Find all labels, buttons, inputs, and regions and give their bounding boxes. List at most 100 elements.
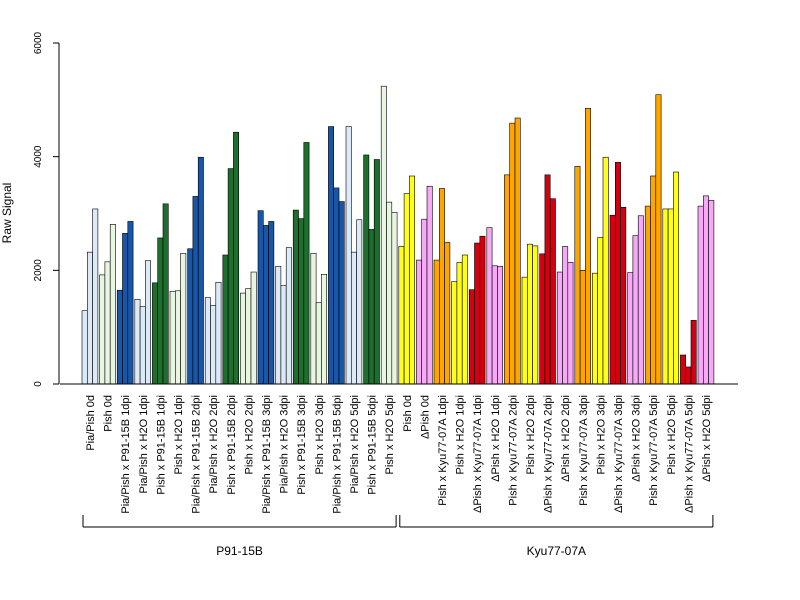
bar xyxy=(504,174,510,385)
bar xyxy=(210,305,217,385)
bar xyxy=(421,218,428,385)
bar xyxy=(363,154,370,385)
bar xyxy=(451,281,458,385)
bar xyxy=(139,306,146,385)
bar xyxy=(81,310,88,385)
group-brackets: P91-15B Kyu77-07A xyxy=(82,515,714,558)
bar xyxy=(662,208,669,385)
bar xyxy=(556,271,563,385)
x-tick-label: ΔPish x Kyu77-07A 5dpi xyxy=(683,395,695,513)
x-tick-label: Pish x H2O 1dpi xyxy=(455,395,467,474)
bar xyxy=(333,187,340,385)
x-tick-label: ΔPish x H2O 5dpi xyxy=(701,395,713,482)
bar xyxy=(380,85,387,385)
x-tick-label: Pia/Pish x H2O 1dpi xyxy=(138,395,150,493)
bar xyxy=(667,208,674,385)
bar xyxy=(549,198,556,385)
bar xyxy=(614,162,621,385)
bar xyxy=(250,271,257,385)
bar xyxy=(592,272,599,385)
bar xyxy=(497,266,503,385)
bar xyxy=(315,302,322,385)
x-tick-label: Pish x Kyu77-07A 3dpi xyxy=(578,395,590,506)
bar xyxy=(303,142,310,385)
bar xyxy=(585,108,592,385)
bar xyxy=(240,292,246,385)
bar xyxy=(116,289,123,385)
bar xyxy=(321,274,327,385)
bar xyxy=(152,282,158,385)
bar xyxy=(702,195,709,385)
y-tick-label: 2000 xyxy=(33,259,44,282)
x-tick-label: ΔPish x Kyu77-07A 2dpi xyxy=(543,395,555,513)
x-tick-label: Pish x H2O 3dpi xyxy=(595,395,607,474)
x-tick-label: Pish x H2O 2dpi xyxy=(243,395,255,474)
bar xyxy=(87,251,93,385)
x-tick-label: Pish x P91-15B 3dpi xyxy=(296,395,308,495)
y-tick-label: 0 xyxy=(33,381,44,387)
y-tick-label: 4000 xyxy=(33,145,44,168)
bar xyxy=(539,253,546,385)
x-tick-label: ΔPish x Kyu77-07A 1dpi xyxy=(472,395,484,513)
bar xyxy=(373,159,380,385)
bar xyxy=(227,168,234,385)
bar xyxy=(567,262,574,385)
bar xyxy=(637,215,644,385)
bar xyxy=(509,122,516,385)
bar xyxy=(574,166,581,385)
bar xyxy=(99,274,106,385)
bar xyxy=(562,246,569,385)
bar xyxy=(468,289,475,385)
x-tick-label: Pia/Pish x P91-15B 5dpi xyxy=(331,395,343,514)
bar xyxy=(708,200,715,385)
bar xyxy=(685,366,692,385)
bar xyxy=(627,272,634,385)
x-tick-label: Pish x Kyu77-07A 2dpi xyxy=(507,395,519,506)
bar xyxy=(187,248,194,385)
group-label: P91-15B xyxy=(216,544,263,558)
bar xyxy=(338,201,345,385)
bar xyxy=(104,261,111,385)
bar xyxy=(426,185,433,385)
bar xyxy=(650,175,657,385)
bar xyxy=(433,259,440,385)
bar xyxy=(92,208,99,385)
x-tick-label: ΔPish x H2O 1dpi xyxy=(490,395,502,482)
bar xyxy=(222,254,229,385)
bar xyxy=(328,126,334,385)
bar xyxy=(280,285,287,385)
bar xyxy=(204,297,211,385)
bar xyxy=(398,246,405,385)
bar xyxy=(157,237,164,385)
bar xyxy=(134,299,141,385)
bar xyxy=(514,117,521,385)
bar xyxy=(192,196,199,385)
bar xyxy=(444,242,451,385)
bar xyxy=(386,201,393,385)
bar xyxy=(673,171,680,385)
y-axis: 0 2000 4000 6000 xyxy=(33,31,60,387)
x-tick-label: Pish 0d xyxy=(402,395,414,432)
x-tick-label: Pish x H2O 3dpi xyxy=(314,395,326,474)
x-tick-label: Pish x Kyu77-07A 5dpi xyxy=(648,395,660,506)
bar xyxy=(544,174,551,385)
bar xyxy=(620,206,627,385)
bar xyxy=(245,288,252,385)
y-tick-label: 6000 xyxy=(33,31,44,54)
x-tick-label: Pish x H2O 2dpi xyxy=(525,395,537,474)
x-tick-label: Pish 0d xyxy=(103,395,115,432)
bar xyxy=(461,254,468,385)
bar xyxy=(268,221,275,385)
bar xyxy=(310,252,317,385)
bar xyxy=(350,251,357,385)
x-tick-label: ΔPish x H2O 2dpi xyxy=(560,395,572,482)
x-tick-label: ΔPish x Kyu77-07A 3dpi xyxy=(613,395,625,513)
bar xyxy=(215,281,222,385)
bar xyxy=(486,227,493,385)
bar xyxy=(403,193,410,385)
group-label: Kyu77-07A xyxy=(527,544,586,558)
x-tick-label: Pia/Pish x P91-15B 1dpi xyxy=(120,395,132,514)
bar xyxy=(109,224,116,385)
bar xyxy=(690,320,697,385)
